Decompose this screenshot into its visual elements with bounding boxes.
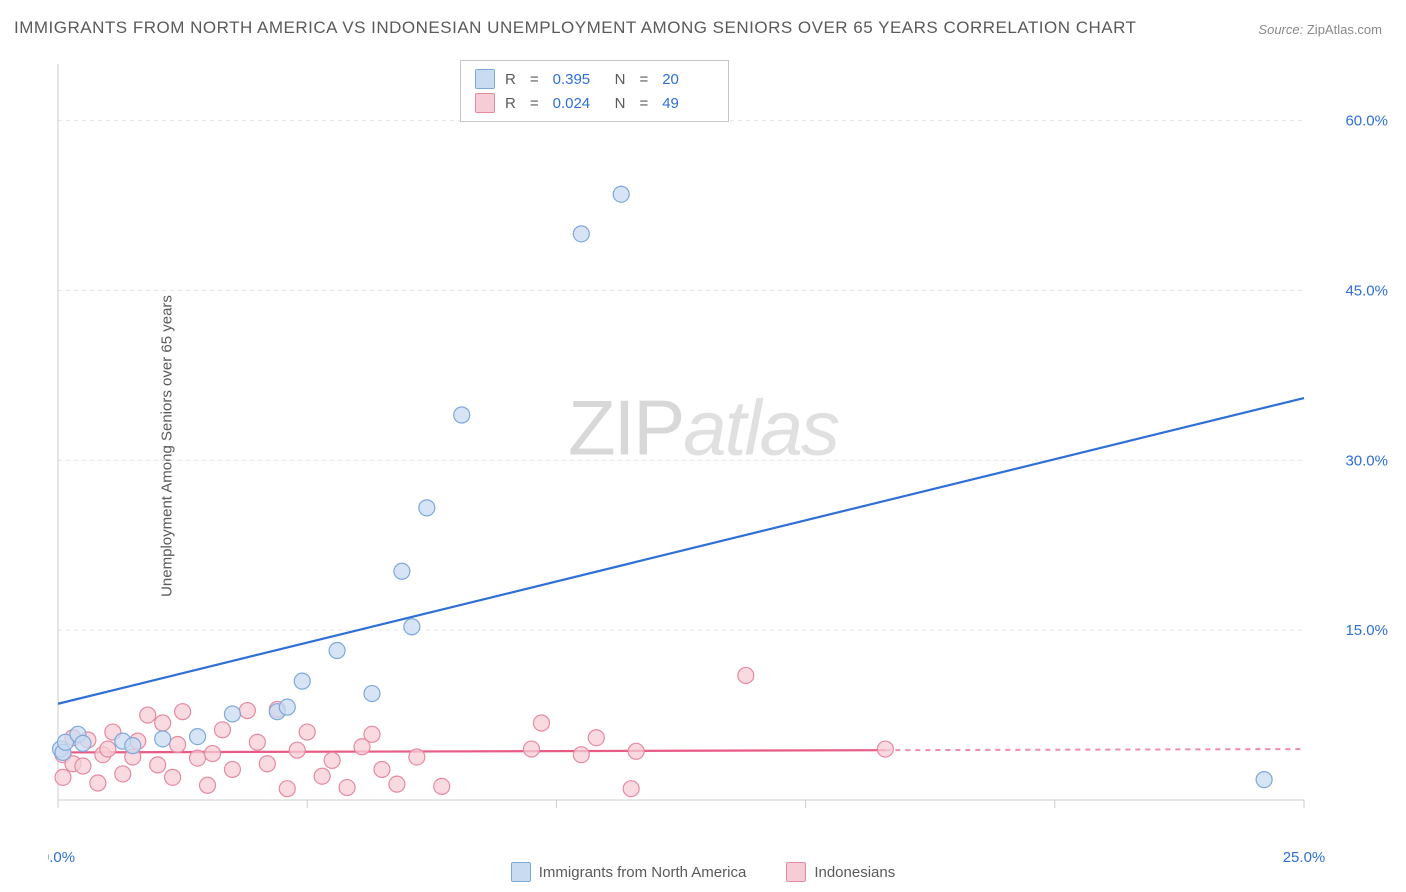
legend-item-na: Immigrants from North America (511, 862, 747, 882)
r-value-indo: 0.024 (553, 95, 605, 112)
source-value: ZipAtlas.com (1307, 22, 1382, 37)
chart-title: IMMIGRANTS FROM NORTH AMERICA VS INDONES… (14, 18, 1137, 38)
legend-row-indo: R = 0.024 N = 49 (475, 91, 714, 115)
svg-text:30.0%: 30.0% (1345, 452, 1388, 469)
legend-label-indo: Indonesians (814, 864, 895, 881)
series-legend: Immigrants from North America Indonesian… (0, 862, 1406, 882)
legend-row-na: R = 0.395 N = 20 (475, 67, 714, 91)
n-value-na: 20 (662, 71, 714, 88)
source-label: Source: (1258, 22, 1303, 37)
swatch-na (475, 69, 495, 89)
svg-text:60.0%: 60.0% (1345, 113, 1388, 130)
plot-svg: 15.0%30.0%45.0%60.0%0.0%25.0% (48, 58, 1394, 878)
swatch-indo (475, 93, 495, 113)
swatch-na-icon (511, 862, 531, 882)
correlation-legend: R = 0.395 N = 20 R = 0.024 N = 49 (460, 60, 729, 122)
plot-area: 15.0%30.0%45.0%60.0%0.0%25.0% (48, 58, 1394, 828)
chart-container: IMMIGRANTS FROM NORTH AMERICA VS INDONES… (0, 0, 1406, 892)
swatch-indo-icon (786, 862, 806, 882)
source-attribution: Source: ZipAtlas.com (1258, 22, 1382, 37)
legend-item-indo: Indonesians (786, 862, 895, 882)
svg-text:45.0%: 45.0% (1345, 282, 1388, 299)
r-value-na: 0.395 (553, 71, 605, 88)
svg-text:15.0%: 15.0% (1345, 622, 1388, 639)
n-value-indo: 49 (662, 95, 714, 112)
legend-label-na: Immigrants from North America (539, 864, 747, 881)
